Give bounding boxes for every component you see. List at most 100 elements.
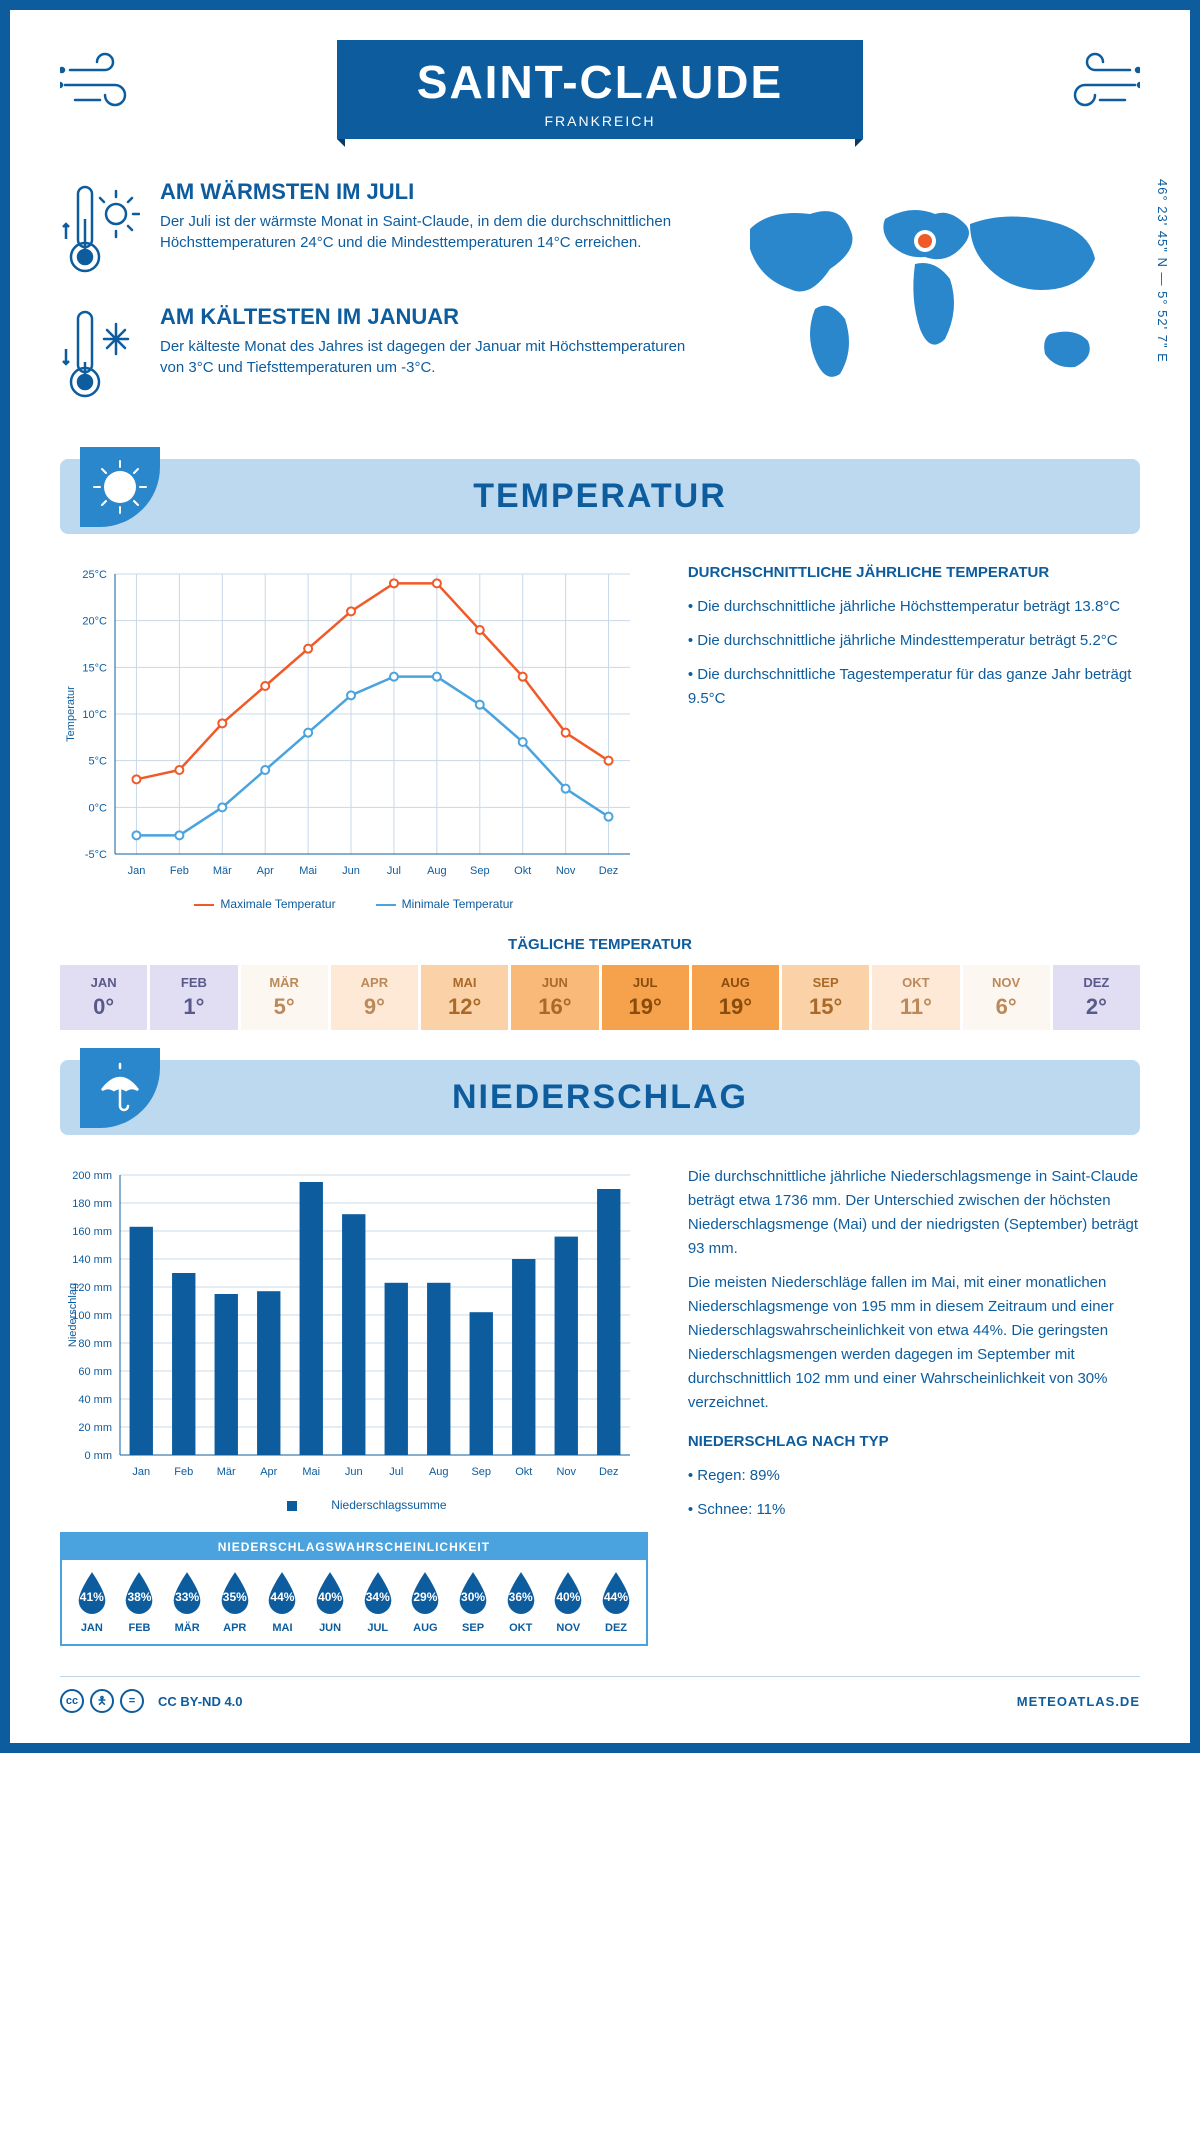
probability-cell: 40%NOV [545,1570,593,1634]
svg-text:Jan: Jan [132,1466,150,1478]
svg-text:Mai: Mai [299,865,317,877]
thermometer-hot-icon [60,179,140,279]
svg-text:80 mm: 80 mm [78,1338,112,1350]
probability-cell: 40%JUN [306,1570,354,1634]
svg-text:Jan: Jan [128,865,146,877]
license-text: CC BY-ND 4.0 [158,1694,243,1709]
umbrella-icon [80,1048,160,1128]
svg-text:Nov: Nov [556,865,576,877]
svg-text:25°C: 25°C [82,569,107,581]
svg-text:Mär: Mär [217,1466,236,1478]
probability-cell: 44%MAI [259,1570,307,1634]
svg-text:Sep: Sep [470,865,490,877]
temp-info-line: • Die durchschnittliche Tagestemperatur … [688,663,1140,711]
precip-type-line: • Regen: 89% [688,1464,1140,1488]
license: cc 🯅 = CC BY-ND 4.0 [60,1689,243,1713]
svg-text:Jun: Jun [345,1466,363,1478]
probability-cell: 41%JAN [68,1570,116,1634]
svg-text:Dez: Dez [599,1466,619,1478]
site-name: METEOATLAS.DE [1017,1694,1140,1709]
warm-title: AM WÄRMSTEN IM JULI [160,179,690,205]
probability-cell: 38%FEB [116,1570,164,1634]
svg-text:Niederschlag: Niederschlag [67,1283,79,1347]
svg-text:160 mm: 160 mm [72,1226,112,1238]
daily-temp-cell: DEZ2° [1053,965,1140,1030]
daily-temp-cell: JUN16° [511,965,598,1030]
svg-text:20 mm: 20 mm [78,1422,112,1434]
svg-text:Jul: Jul [387,865,401,877]
svg-text:Okt: Okt [514,865,531,877]
probability-cell: 35%APR [211,1570,259,1634]
precip-legend: Niederschlagssumme [261,1498,446,1512]
svg-text:15°C: 15°C [82,662,107,674]
probability-cell: 30%SEP [449,1570,497,1634]
nd-icon: = [120,1689,144,1713]
daily-temp-cell: AUG19° [692,965,779,1030]
temperature-title: TEMPERATUR [60,477,1140,516]
svg-text:Aug: Aug [427,865,447,877]
precip-para: Die meisten Niederschläge fallen im Mai,… [688,1271,1140,1415]
probability-box: NIEDERSCHLAGSWAHRSCHEINLICHKEIT 41%JAN38… [60,1532,648,1646]
daily-temp-cell: MAI12° [421,965,508,1030]
svg-text:Apr: Apr [260,1466,277,1478]
svg-text:Aug: Aug [429,1466,449,1478]
svg-text:Dez: Dez [599,865,619,877]
svg-text:Mär: Mär [213,865,232,877]
precip-section-header: NIEDERSCHLAG [60,1060,1140,1135]
svg-text:Mai: Mai [302,1466,320,1478]
svg-text:0°C: 0°C [89,802,108,814]
thermometer-cold-icon [60,304,140,404]
svg-text:Nov: Nov [556,1466,576,1478]
probability-cell: 36%OKT [497,1570,545,1634]
svg-text:5°C: 5°C [89,756,108,768]
coldest-summary: AM KÄLTESTEN IM JANUAR Der kälteste Mona… [60,304,690,404]
daily-temp-cell: JUL19° [602,965,689,1030]
svg-text:60 mm: 60 mm [78,1366,112,1378]
svg-text:10°C: 10°C [82,709,107,721]
cc-icon: cc [60,1689,84,1713]
temp-info-title: DURCHSCHNITTLICHE JÄHRLICHE TEMPERATUR [688,564,1140,581]
svg-text:Feb: Feb [174,1466,193,1478]
temperature-chart: -5°C 0°C 5°C 10°C 15°C 20°C 25°C Jan Feb Mär Apr Ma… [60,564,648,911]
sun-icon [80,447,160,527]
probability-cell: 34%JUL [354,1570,402,1634]
by-icon: 🯅 [90,1689,114,1713]
precip-title: NIEDERSCHLAG [60,1078,1140,1117]
probability-cell: 33%MÄR [163,1570,211,1634]
svg-text:180 mm: 180 mm [72,1198,112,1210]
daily-temp-cell: SEP15° [782,965,869,1030]
daily-temp-cell: NOV6° [963,965,1050,1030]
svg-text:Apr: Apr [257,865,274,877]
daily-temp-cell: MÄR5° [241,965,328,1030]
svg-text:-5°C: -5°C [85,849,107,861]
daily-temp-cell: JAN0° [60,965,147,1030]
city-name: SAINT-CLAUDE [417,55,783,109]
probability-cell: 44%DEZ [592,1570,640,1634]
svg-text:Okt: Okt [515,1466,532,1478]
world-map: 46° 23' 45" N — 5° 52' 7" E [720,179,1140,429]
precip-para: Die durchschnittliche jährliche Niedersc… [688,1165,1140,1261]
precip-type-title: NIEDERSCHLAG NACH TYP [688,1433,1140,1450]
svg-text:40 mm: 40 mm [78,1394,112,1406]
legend-min: Minimale Temperatur [376,897,514,911]
warmest-summary: AM WÄRMSTEN IM JULI Der Juli ist der wär… [60,179,690,279]
precipitation-chart: 0 mm20 mm40 mm60 mm80 mm100 mm120 mm140 … [60,1165,640,1485]
daily-temp-grid: JAN0°FEB1°MÄR5°APR9°MAI12°JUN16°JUL19°AU… [60,965,1140,1030]
daily-temp-title: TÄGLICHE TEMPERATUR [60,936,1140,953]
coordinates: 46° 23' 45" N — 5° 52' 7" E [1155,179,1170,363]
svg-text:Feb: Feb [170,865,189,877]
wind-icon [60,50,150,134]
svg-text:Jun: Jun [342,865,360,877]
legend-max: Maximale Temperatur [194,897,335,911]
cold-text: Der kälteste Monat des Jahres ist dagege… [160,336,690,378]
svg-text:20°C: 20°C [82,616,107,628]
header: SAINT-CLAUDE FRANKREICH [60,40,1140,139]
country-name: FRANKREICH [417,113,783,129]
svg-text:Temperatur: Temperatur [65,686,77,742]
daily-temp-cell: OKT11° [872,965,959,1030]
temperature-section-header: TEMPERATUR [60,459,1140,534]
temp-info-line: • Die durchschnittliche jährliche Mindes… [688,629,1140,653]
warm-text: Der Juli ist der wärmste Monat in Saint-… [160,211,690,253]
temp-info-line: • Die durchschnittliche jährliche Höchst… [688,595,1140,619]
daily-temp-cell: FEB1° [150,965,237,1030]
